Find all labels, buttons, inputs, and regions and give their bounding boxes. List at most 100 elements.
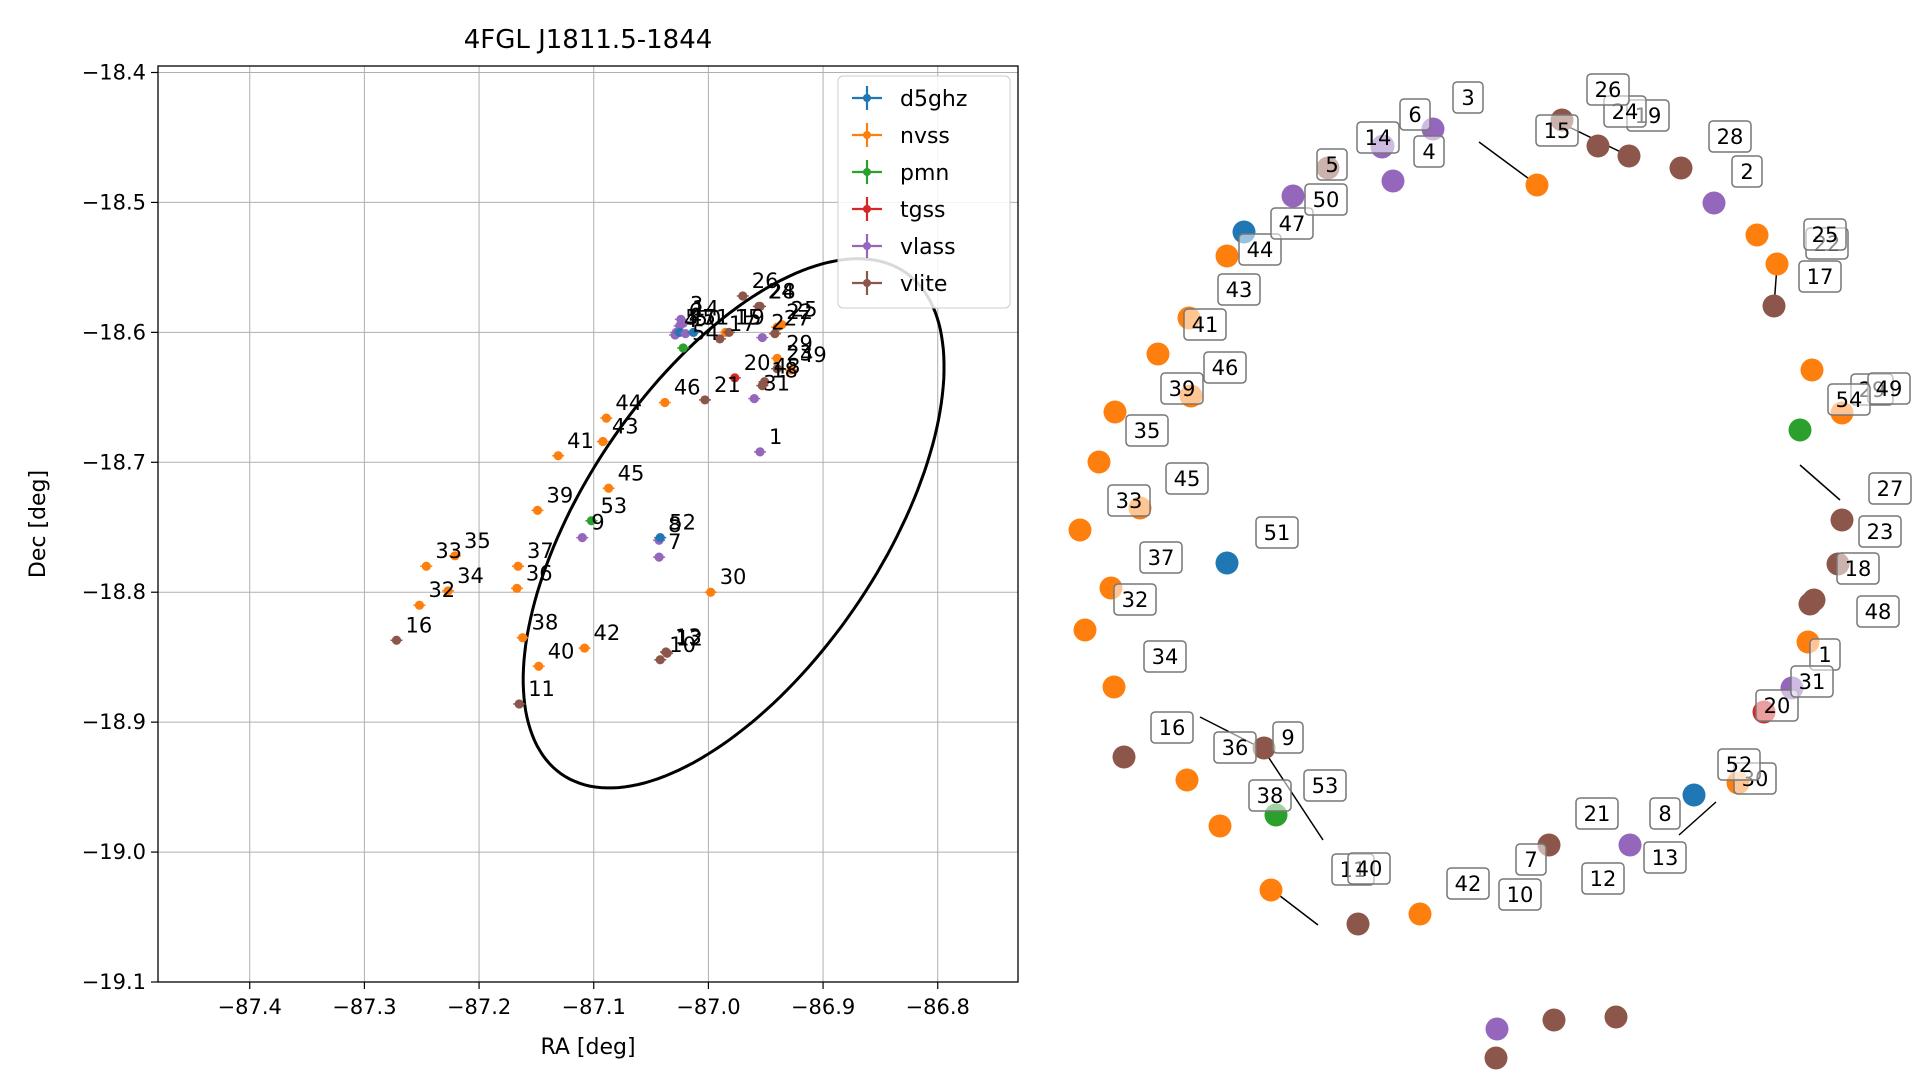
plot-frame [157,65,1019,983]
point-tgss [730,373,740,383]
node-label-box [1255,516,1299,549]
point-vlite [700,395,710,405]
point-nvss [534,661,544,671]
legend-marker-dot [863,242,871,250]
legend-marker-dot [863,168,871,176]
point-vlite [655,655,665,665]
point-nvss [450,551,460,561]
point-vlite [514,699,524,709]
point-nvss [777,319,787,330]
axis-ticks: −87.4 −87.3 −87.2 −87.1 −87.0 −86.9 −86.8 −18.4… [82,60,970,1019]
node-vlite [1252,736,1276,760]
node-label-box [1107,484,1151,517]
point-label: 22 [786,300,813,324]
point-label: 42 [594,621,621,645]
node-nvss [1175,768,1199,792]
node-label-box [1581,862,1625,895]
point-label: 34 [457,564,484,588]
point-label: 4 [684,308,697,332]
point-label: 53 [600,494,627,518]
node-vlass [1702,191,1726,215]
node-label: 36 [1222,736,1249,760]
node-label: 43 [1226,278,1253,302]
point-label: 6 [689,299,702,323]
node-nvss [1208,814,1232,838]
legend-label-d5ghz: d5ghz [900,87,967,112]
point-pmn [586,516,597,526]
node-nvss [1800,358,1824,382]
point-label: 14 [692,296,719,320]
node-label: 48 [1865,600,1892,624]
point-label: 35 [464,529,491,553]
point-label: 28 [769,279,796,303]
node-label: 5 [1325,153,1338,177]
point-nvss [512,583,522,593]
node-label: 38 [1257,784,1284,808]
node-label: 28 [1717,125,1744,149]
y-axis-label: Dec [deg] [26,470,51,578]
point-vlass [577,533,587,543]
point-label: 47 [689,305,716,329]
node-label-box [1446,867,1490,900]
point-vlass [654,552,664,562]
node-label-box [1347,852,1391,885]
node-vlass [1485,1017,1509,1041]
point-label: 54 [692,321,719,345]
node-label-box [1399,98,1431,131]
point-nvss [518,633,528,643]
point-label: 21 [714,373,741,397]
node-label-box [1139,541,1183,574]
node-label-box [1413,135,1445,168]
point-label: 10 [669,633,696,657]
leader-line [1262,748,1324,841]
x-tick-label: −87.4 [218,995,282,1019]
x-tick-label: −87.0 [676,995,740,1019]
point-label: 7 [668,530,681,554]
point-label: 19 [738,305,765,329]
point-label: 2 [771,311,784,335]
point-nvss [553,451,563,461]
point-vlite [738,291,748,301]
node-label-box [1868,472,1912,505]
point-label: 15 [735,305,762,329]
node-label-box [1270,207,1314,240]
node-label: 46 [1212,356,1239,380]
point-vlite [770,329,780,339]
legend-marker-dot [863,94,871,102]
point-label: 13 [675,625,702,649]
node-label-box [1803,218,1847,251]
error-ellipse-layer [521,257,946,790]
node-label: 18 [1845,557,1872,581]
legend-label-vlass: vlass [900,235,956,260]
node-d5ghz [1215,551,1239,575]
x-tick-label: −87.1 [562,995,626,1019]
node-label-box [1498,878,1542,911]
node-label: 53 [1312,774,1339,798]
point-label: 1 [769,425,782,449]
legend-marker-dot [863,279,871,287]
error-ellipse [521,257,946,790]
legend-label-pmn: pmn [900,161,949,186]
node-vlite [1830,508,1854,532]
point-label: 8 [668,513,681,537]
node-label-box [1113,583,1157,616]
node-label-box [1272,721,1304,754]
point-label: 18 [771,359,798,383]
node-label: 7 [1524,848,1537,872]
point-nvss [706,587,716,597]
node-label: 1 [1818,643,1831,667]
node-label: 49 [1876,377,1903,401]
node-vlite [1586,134,1610,158]
node-nvss [1073,618,1097,642]
node-vlite [1604,1005,1628,1029]
node-label-box [1150,711,1194,744]
point-vlass [757,332,767,343]
point-label: 37 [527,539,554,563]
node-vlass [1281,184,1305,208]
point-label: 50 [694,307,721,331]
point-label: 5 [685,305,698,329]
y-tick-label: −18.4 [82,60,146,84]
node-vlass [1618,833,1642,857]
point-nvss [443,586,453,596]
node-label-box [1858,515,1902,548]
